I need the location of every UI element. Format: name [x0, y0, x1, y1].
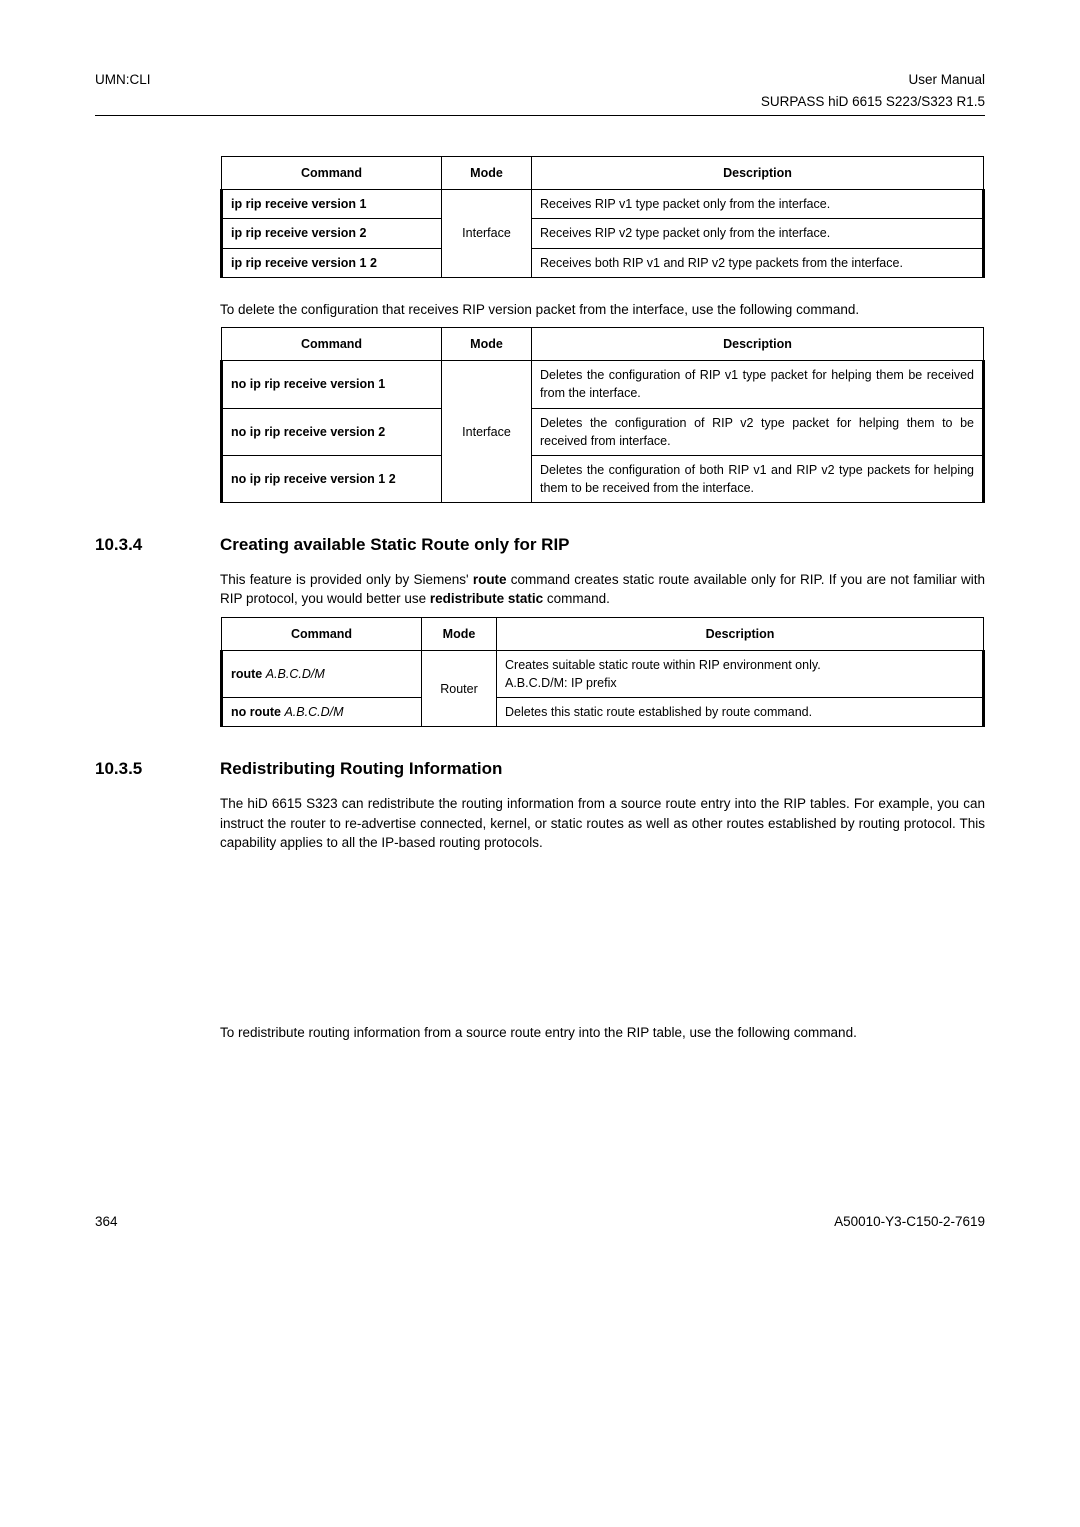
body-paragraph: The hiD 6615 S323 can redistribute the r…	[220, 794, 985, 853]
section-heading: 10.3.5 Redistributing Routing Informatio…	[95, 757, 985, 782]
section-number: 10.3.5	[95, 757, 220, 782]
header-left: UMN:CLI	[95, 70, 151, 90]
table-header-description: Description	[532, 157, 984, 190]
table-cell: Interface	[442, 190, 532, 277]
table-route: Command Mode Description route A.B.C.D/M…	[220, 617, 985, 728]
body-paragraph: To delete the configuration that receive…	[220, 300, 985, 320]
table-cell: Receives RIP v1 type packet only from th…	[532, 190, 984, 219]
table-cell: no route A.B.C.D/M	[222, 698, 422, 727]
text-span: no route	[231, 705, 284, 719]
table-cell: no ip rip receive version 2	[222, 408, 442, 455]
text-span: route	[231, 667, 266, 681]
table-header-mode: Mode	[422, 617, 497, 650]
table-cell: Deletes the configuration of RIP v2 type…	[532, 408, 984, 455]
table-cell: no ip rip receive version 1	[222, 361, 442, 408]
table-header-mode: Mode	[442, 328, 532, 361]
text-span: route	[473, 572, 507, 587]
body-paragraph: To redistribute routing information from…	[220, 1023, 985, 1043]
table-cell: route A.B.C.D/M	[222, 650, 422, 697]
table-cell: Creates suitable static route within RIP…	[497, 650, 984, 697]
text-span: command.	[543, 591, 610, 606]
table-receive-version: Command Mode Description ip rip receive …	[220, 156, 985, 278]
table-cell: Receives both RIP v1 and RIP v2 type pac…	[532, 248, 984, 277]
page-header: UMN:CLI User Manual	[95, 70, 985, 90]
table-header-command: Command	[222, 617, 422, 650]
text-span: redistribute static	[430, 591, 543, 606]
table-header-mode: Mode	[442, 157, 532, 190]
table-header-description: Description	[497, 617, 984, 650]
table-header-command: Command	[222, 328, 442, 361]
table-cell: ip rip receive version 1 2	[222, 248, 442, 277]
body-paragraph: This feature is provided only by Siemens…	[220, 570, 985, 609]
table-cell: Deletes this static route established by…	[497, 698, 984, 727]
footer-doc-id: A50010-Y3-C150-2-7619	[834, 1212, 985, 1232]
table-cell: ip rip receive version 2	[222, 219, 442, 248]
footer-page-number: 364	[95, 1212, 118, 1232]
table-cell: ip rip receive version 1	[222, 190, 442, 219]
header-right-sub: SURPASS hiD 6615 S223/S323 R1.5	[95, 92, 985, 112]
table-no-receive-version: Command Mode Description no ip rip recei…	[220, 327, 985, 503]
text-span: A.B.C.D/M	[284, 705, 343, 719]
page-footer: 364 A50010-Y3-C150-2-7619	[95, 1212, 985, 1232]
table-cell: Receives RIP v2 type packet only from th…	[532, 219, 984, 248]
table-cell: Interface	[442, 361, 532, 503]
text-span: A.B.C.D/M	[266, 667, 325, 681]
header-right-top: User Manual	[908, 70, 985, 90]
section-title: Creating available Static Route only for…	[220, 533, 570, 558]
table-cell: Deletes the configuration of RIP v1 type…	[532, 361, 984, 408]
section-number: 10.3.4	[95, 533, 220, 558]
section-heading: 10.3.4 Creating available Static Route o…	[95, 533, 985, 558]
table-cell: Router	[422, 650, 497, 726]
table-header-command: Command	[222, 157, 442, 190]
header-rule	[95, 115, 985, 116]
table-header-description: Description	[532, 328, 984, 361]
table-cell: Deletes the configuration of both RIP v1…	[532, 455, 984, 502]
table-cell: no ip rip receive version 1 2	[222, 455, 442, 502]
text-span: This feature is provided only by Siemens…	[220, 572, 473, 587]
section-title: Redistributing Routing Information	[220, 757, 502, 782]
